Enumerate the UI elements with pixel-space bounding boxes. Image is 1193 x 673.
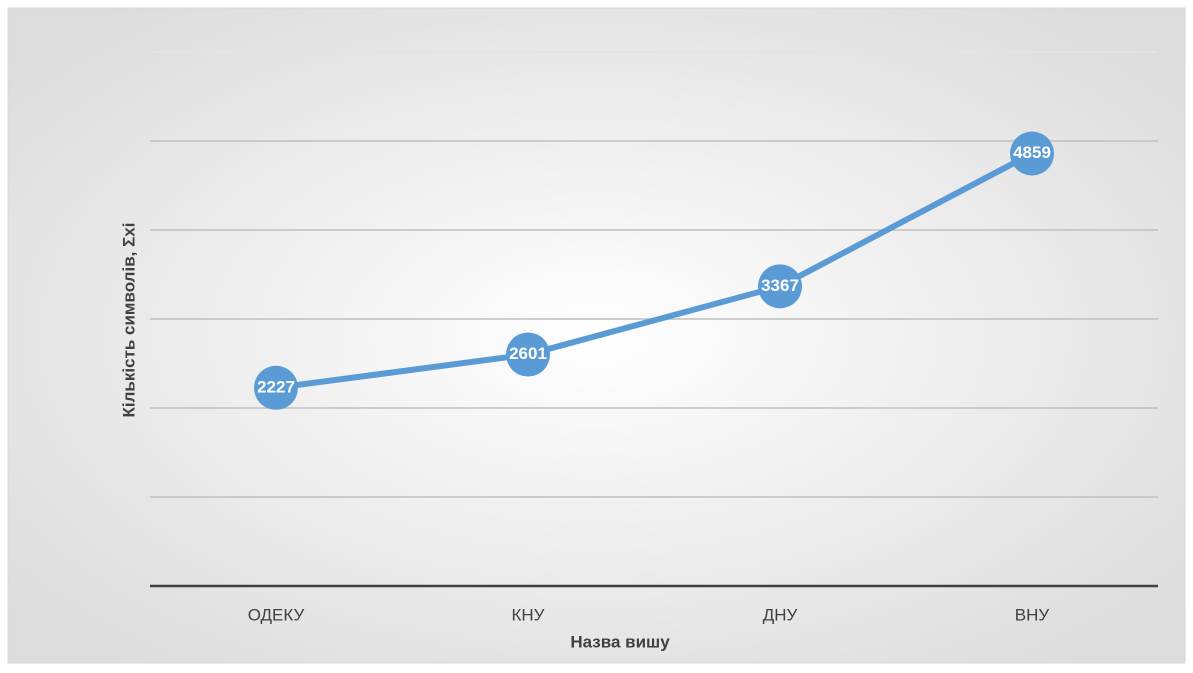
- x-axis-label: Назва вишу: [570, 632, 670, 651]
- x-tick-label: ДНУ: [763, 605, 798, 624]
- data-label: 2601: [509, 344, 547, 363]
- line: [275, 150, 1034, 391]
- data-label: 2227: [257, 377, 295, 396]
- x-tick-label: КНУ: [512, 605, 545, 624]
- marker: [506, 332, 550, 377]
- marker: [1010, 131, 1054, 176]
- x-tick-label: ОДЕКУ: [248, 605, 305, 624]
- y-axis-label: Кількість символів, Σxi: [119, 222, 138, 417]
- data-label: 4859: [1013, 143, 1051, 162]
- marker: [254, 365, 298, 410]
- data-label: 3367: [761, 276, 799, 295]
- marker: [758, 264, 802, 309]
- x-tick-label: ВНУ: [1015, 605, 1050, 624]
